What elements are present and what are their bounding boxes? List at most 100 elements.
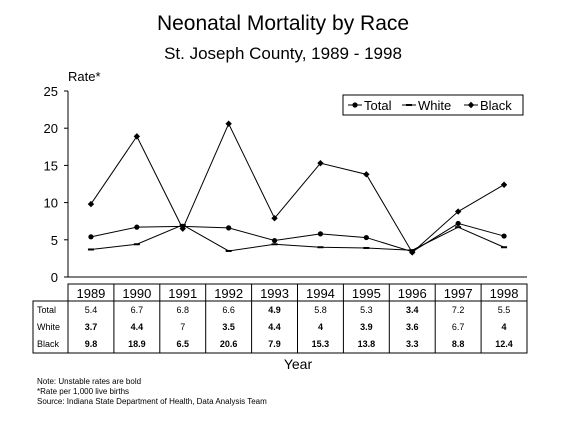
legend-label: White [418, 98, 451, 113]
y-tick-label: 25 [44, 84, 58, 99]
note-unstable-rates: Note: Unstable rates are bold [37, 377, 142, 386]
data-point-white [501, 246, 508, 249]
series-line-total [90, 222, 505, 253]
data-point-white [87, 248, 94, 251]
plot-series [87, 120, 508, 256]
data-point-total [317, 231, 324, 237]
data-label: 7 [180, 322, 185, 332]
data-label: 4.9 [268, 305, 281, 315]
series-white [87, 223, 508, 252]
data-point-white [225, 249, 232, 252]
x-tick-label: 1994 [306, 286, 335, 301]
data-point-total [271, 237, 278, 244]
data-point-black [454, 208, 462, 215]
note-source: Source: Indiana State Department of Heal… [37, 397, 267, 406]
data-label: 13.8 [358, 339, 376, 349]
x-tick-label: 1996 [398, 286, 427, 301]
x-tick-label: 1993 [260, 286, 289, 301]
x-axis: 1989 1990 1991 1992 1993 1994 1995 1996 1997 1998 [68, 276, 527, 301]
x-tick-label: 1995 [352, 286, 381, 301]
table-row-label: Total [37, 305, 56, 315]
data-point-white [179, 223, 186, 226]
y-axis-label: Rate* [68, 69, 101, 84]
data-label: 18.9 [128, 339, 146, 349]
y-tick-label: 15 [44, 158, 58, 173]
table-row-label: Black [37, 339, 60, 349]
y-tick-label: 5 [51, 233, 58, 248]
legend: Total White Black [342, 94, 524, 116]
legend-frame [342, 94, 524, 116]
series-line-white [90, 224, 505, 252]
x-tick-label: 1997 [444, 286, 473, 301]
data-label: 4 [318, 322, 323, 332]
data-point-white [317, 246, 324, 249]
data-label: 6.7 [131, 305, 144, 315]
legend-label: Black [480, 98, 512, 113]
data-table: Total 5.4 6.7 6.8 6.6 4.9 5.8 5.3 3.4 7.2 5.5 White… [32, 283, 528, 354]
line-chart: Rate* 0 5 10 15 20 25 1989 1990 1991 1992 1993 199… [32, 69, 528, 370]
x-tick-label: 1992 [214, 286, 243, 301]
data-label: 5.5 [498, 305, 511, 315]
data-point-total [501, 233, 507, 239]
series-line-black [90, 122, 505, 254]
x-tick-label: 1991 [168, 286, 197, 301]
data-point-total [455, 220, 461, 227]
data-point-black [225, 120, 232, 127]
data-label: 3.4 [406, 305, 419, 315]
legend-marker [352, 102, 358, 108]
data-label: 4.4 [268, 322, 281, 332]
data-label: 3.5 [222, 322, 235, 332]
y-tick-label: 20 [44, 121, 58, 136]
data-point-black [179, 225, 186, 232]
y-axis: 0 5 10 15 20 25 [44, 84, 69, 285]
data-point-black [317, 159, 324, 167]
data-point-white [133, 243, 140, 246]
data-label: 4.4 [131, 322, 144, 332]
data-point-total [88, 234, 94, 240]
data-point-white [363, 246, 370, 249]
data-point-total [134, 224, 140, 230]
data-point-white [271, 243, 278, 246]
data-label: 12.4 [495, 339, 513, 349]
data-label: 6.5 [176, 339, 189, 349]
table-row-label: White [37, 322, 60, 332]
data-label: 7.9 [268, 339, 281, 349]
data-label: 5.4 [85, 305, 98, 315]
data-point-total [363, 234, 369, 241]
data-label: 6.6 [222, 305, 235, 315]
data-point-black [271, 215, 278, 222]
chart-title: Neonatal Mortality by Race [156, 12, 410, 35]
data-point-white [455, 226, 462, 229]
data-label: 8.8 [452, 339, 465, 349]
data-point-black [363, 171, 370, 178]
series-total [88, 220, 507, 255]
note-rate-definition: *Rate per 1,000 live births [37, 387, 130, 396]
y-tick-label: 10 [44, 196, 58, 211]
x-axis-label: Year [284, 356, 313, 370]
data-label: 3.3 [406, 339, 419, 349]
data-point-total [226, 225, 232, 231]
series-black [87, 120, 508, 256]
y-tick-label: 0 [51, 270, 58, 285]
legend-marker [406, 104, 412, 106]
data-point-black [133, 133, 141, 140]
data-label: 3.9 [360, 322, 373, 332]
x-tick-label: 1989 [76, 286, 105, 301]
data-label: 3.6 [406, 322, 419, 332]
x-tick-label: 1998 [490, 286, 519, 301]
data-point-black [500, 181, 508, 188]
x-tick-label: 1990 [122, 286, 151, 301]
data-label: 6.7 [452, 322, 465, 332]
footnotes: Note: Unstable rates are bold *Rate per … [37, 377, 267, 407]
legend-label: Total [364, 98, 392, 113]
data-label: 9.8 [85, 339, 98, 349]
data-label: 20.6 [220, 339, 238, 349]
data-label: 7.2 [452, 305, 465, 315]
chart-subtitle: St. Joseph County, 1989 - 1998 [164, 44, 402, 63]
legend-marker [467, 101, 475, 109]
data-label: 15.3 [312, 339, 330, 349]
data-point-black [409, 249, 416, 256]
data-label: 5.8 [314, 305, 327, 315]
data-label: 5.3 [360, 305, 373, 315]
data-label: 6.8 [176, 305, 189, 315]
